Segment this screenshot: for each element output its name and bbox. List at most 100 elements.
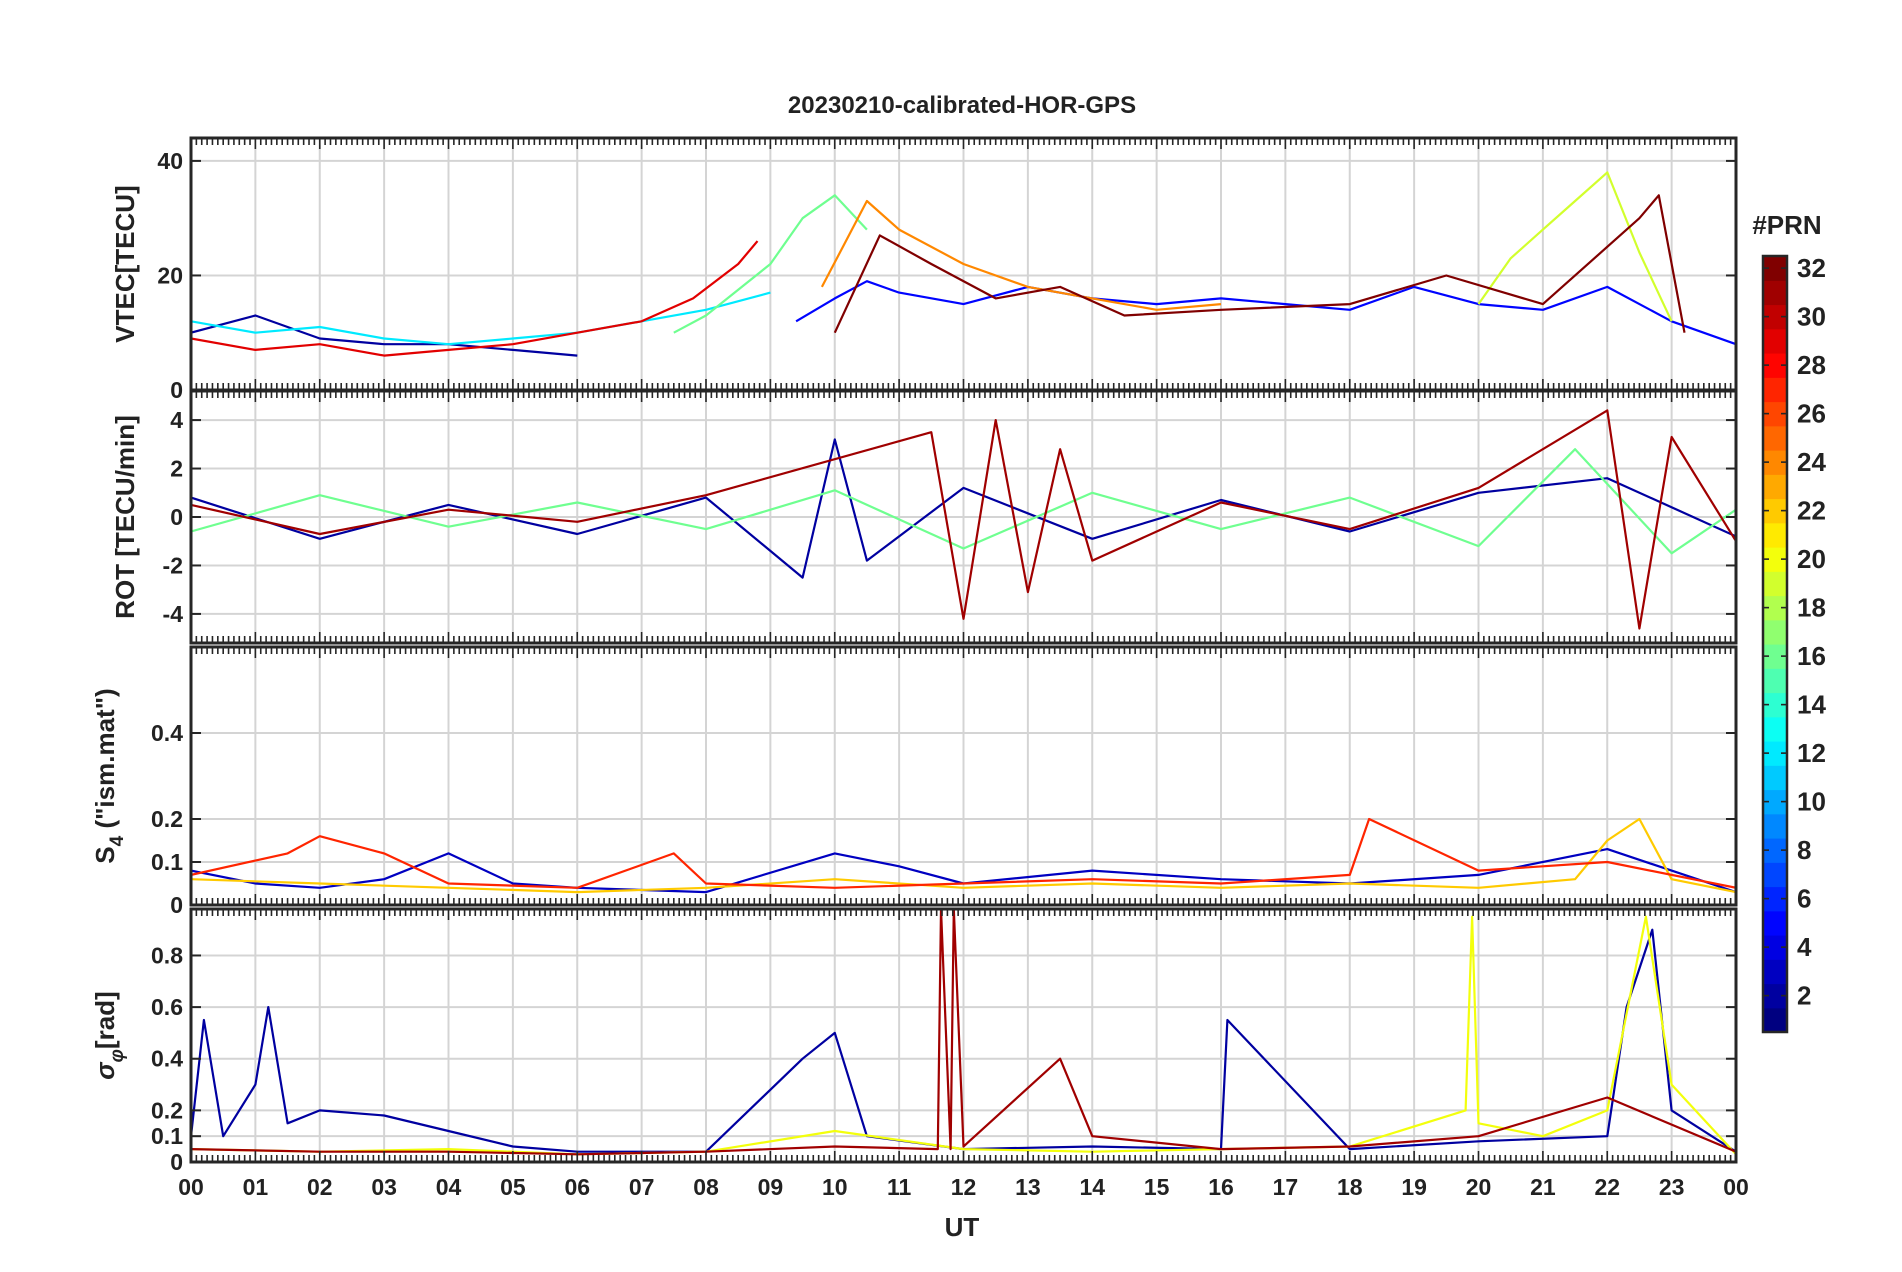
axes-frame [189,645,1738,907]
y-axis-label: VTEC[TECU] [110,185,140,342]
colorbar-tick-label: 30 [1797,302,1826,332]
series-line-prn-29 [191,240,759,357]
colorbar-tick-label: 16 [1797,641,1826,671]
y-tick-label: 0.2 [151,806,183,832]
x-tick-label: 19 [1401,1174,1427,1200]
y-tick-label: 0.4 [151,1046,183,1072]
y-tick-label: 0 [170,1149,183,1175]
series-group [191,171,1736,357]
x-tick-label: 00 [1723,1174,1749,1200]
colorbar-tick-label: 32 [1797,253,1826,283]
y-tick-label: 0.1 [151,1123,183,1149]
y-tick-label: 0.2 [151,1097,183,1123]
y-label-rest: [rad] [90,991,120,1049]
y-tick-label: -2 [163,552,183,578]
y-tick-label: 0 [170,892,183,918]
x-tick-label: 21 [1530,1174,1556,1200]
y-tick-label: 0 [170,377,183,403]
series-line-prn-12 [191,291,771,346]
colorbar-segment [1763,522,1787,548]
y-label-sub: φ [107,1049,128,1062]
colorbar-segment [1763,813,1787,839]
colorbar-segment [1763,765,1787,791]
y-axis-label: σφ[rad] [90,991,128,1079]
y-tick-label: 0 [170,504,183,530]
colorbar-segment [1763,571,1787,597]
x-tick-label: 07 [629,1174,655,1200]
colorbar-tick-label: 12 [1797,738,1826,768]
series-line-prn-31 [191,909,1736,1156]
x-tick-label: 01 [243,1174,269,1200]
x-tick-label: 13 [1015,1174,1041,1200]
x-tick-label: 04 [436,1174,462,1200]
y-tick-label: 20 [157,262,183,288]
x-tick-label: 22 [1594,1174,1620,1200]
series-line-prn-22 [191,817,1736,894]
y-tick-label: 4 [170,407,183,433]
colorbar-title: #PRN [1752,210,1821,240]
y-tick-label: -4 [163,601,184,627]
x-tick-label: 18 [1337,1174,1363,1200]
colorbar-tick-label: 14 [1797,690,1826,720]
x-tick-label: 11 [887,1174,912,1200]
colorbar-segment [1763,668,1787,694]
x-tick-label: 05 [500,1174,526,1200]
panel-rot: -4 -2 0 2 4 ROT [TECU/min] [110,389,1738,645]
x-tick-label: 12 [951,1174,977,1200]
series-line-prn-16 [673,194,868,334]
series-line-prn-27 [191,817,1736,889]
colorbar-tick-label: 22 [1797,496,1826,526]
x-axis-label: UT [945,1212,980,1242]
colorbar-tick-label: 28 [1797,350,1826,380]
axes-frame [189,907,1738,1164]
colorbar-tick-label: 8 [1797,835,1811,865]
axes-frame [189,389,1738,645]
colorbar-segment [1763,716,1787,742]
series-group [191,817,1736,894]
colorbar-tick-label: 26 [1797,399,1826,429]
y-label-main: S [90,846,120,863]
x-tick-label: 09 [758,1174,784,1200]
y-label-sub: 4 [107,835,128,846]
colorbar-segment [1763,959,1787,985]
colorbar-segment [1763,619,1787,645]
panel-s4: 0 0.1 0.2 0.4 S4 ("ism.mat") [90,645,1738,918]
y-axis-label: S4 ("ism.mat") [90,688,128,863]
y-tick-label: 2 [170,456,183,482]
colorbar-segment [1763,862,1787,888]
y-label-rest: ("ism.mat") [90,688,120,835]
series-line-prn-3 [191,847,1736,894]
colorbar-frame [1761,254,1789,1034]
y-tick-label: 40 [157,148,183,174]
y-label-main: σ [90,1061,120,1080]
colorbar-tick-label: 24 [1797,447,1826,477]
x-tick-label: 20 [1466,1174,1492,1200]
colorbar-tick-label: 10 [1797,787,1826,817]
y-tick-label: 0.8 [151,942,183,968]
series-line-prn-2 [191,928,1736,1153]
colorbar-segment [1763,1007,1787,1033]
series-line-prn-32 [833,194,1686,334]
x-tick-label: 23 [1659,1174,1685,1200]
series-group [191,409,1736,630]
colorbar-segment [1763,910,1787,936]
x-tick-label: 14 [1079,1174,1105,1200]
y-axis-label: ROT [TECU/min] [110,415,140,619]
series-line-prn-24 [820,199,1222,311]
colorbar-tick-label: 4 [1797,932,1812,962]
colorbar-segment [1763,328,1787,354]
y-tick-label: 0.1 [151,849,183,875]
colorbar-tick-label: 20 [1797,544,1826,574]
series-line-prn-16 [191,448,1736,555]
series-line-prn-5 [795,280,1736,346]
colorbar-segment [1763,377,1787,403]
colorbar-tick-label: 18 [1797,593,1826,623]
y-tick-label: 0.6 [151,994,183,1020]
figure-title: 20230210-calibrated-HOR-GPS [788,92,1136,119]
colorbar-segment [1763,280,1787,306]
colorbar-tick-label: 6 [1797,884,1811,914]
series-line-prn-2 [191,314,578,357]
x-tick-label: 08 [693,1174,719,1200]
